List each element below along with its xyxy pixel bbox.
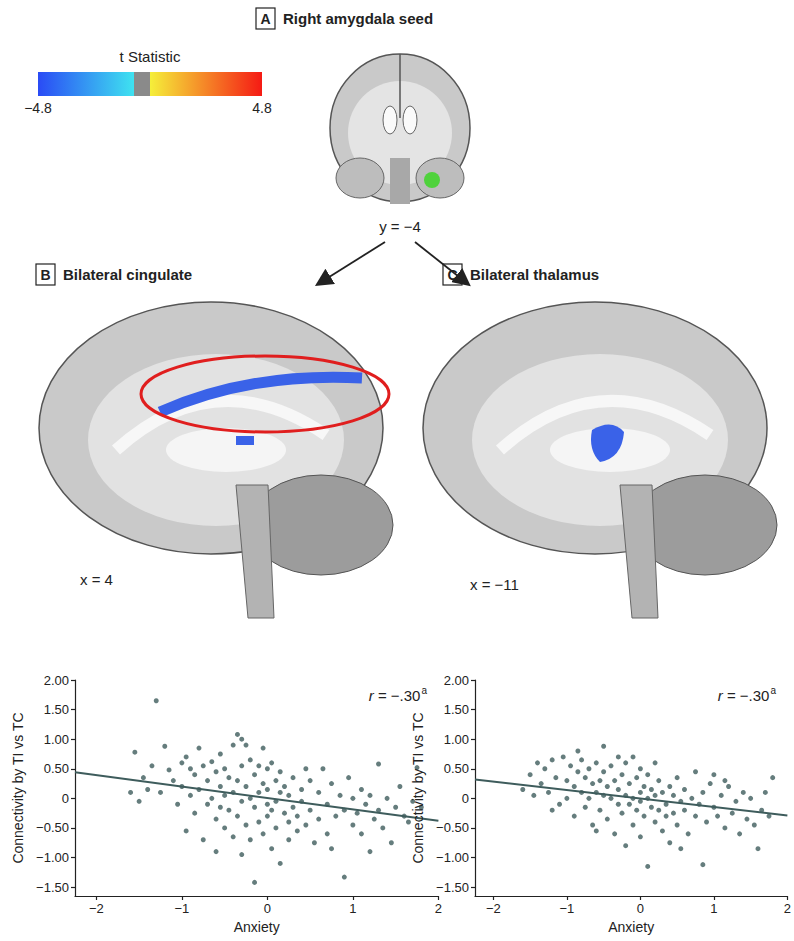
svg-text:−1: −1 bbox=[174, 901, 189, 916]
svg-text:−2: −2 bbox=[89, 901, 104, 916]
svg-text:1.00: 1.00 bbox=[44, 732, 69, 747]
svg-text:A: A bbox=[260, 11, 270, 27]
svg-text:−1.00: −1.00 bbox=[436, 850, 469, 865]
svg-text:Bilateral cingulate: Bilateral cingulate bbox=[63, 266, 192, 283]
svg-text:r: r bbox=[368, 687, 374, 704]
svg-text:−1.50: −1.50 bbox=[436, 880, 469, 895]
svg-text:= −.30: = −.30 bbox=[723, 687, 770, 704]
svg-text:1.50: 1.50 bbox=[44, 702, 69, 717]
svg-text:−1: −1 bbox=[559, 901, 574, 916]
svg-text:= −.30: = −.30 bbox=[374, 687, 421, 704]
svg-text:2: 2 bbox=[435, 901, 442, 916]
svg-text:0: 0 bbox=[62, 791, 69, 806]
svg-text:0: 0 bbox=[462, 791, 469, 806]
svg-text:Anxiety: Anxiety bbox=[608, 919, 654, 935]
svg-text:0: 0 bbox=[637, 901, 644, 916]
svg-text:t Statistic: t Statistic bbox=[120, 48, 181, 65]
svg-text:−1.00: −1.00 bbox=[36, 850, 69, 865]
svg-text:1: 1 bbox=[349, 901, 356, 916]
svg-text:2.00: 2.00 bbox=[44, 673, 69, 688]
svg-text:Anxiety: Anxiety bbox=[234, 919, 280, 935]
svg-text:1.50: 1.50 bbox=[444, 702, 469, 717]
svg-text:Connectivity by TI vs TC: Connectivity by TI vs TC bbox=[410, 712, 426, 863]
svg-text:0: 0 bbox=[264, 901, 271, 916]
svg-text:Bilateral thalamus: Bilateral thalamus bbox=[470, 266, 599, 283]
svg-text:4.8: 4.8 bbox=[252, 100, 272, 116]
svg-text:Right amygdala seed: Right amygdala seed bbox=[283, 10, 433, 27]
svg-text:−1.50: −1.50 bbox=[36, 880, 69, 895]
svg-text:−0.50: −0.50 bbox=[36, 820, 69, 835]
svg-text:1.00: 1.00 bbox=[444, 732, 469, 747]
svg-text:−4.8: −4.8 bbox=[24, 100, 52, 116]
svg-text:−0.50: −0.50 bbox=[436, 820, 469, 835]
svg-text:0.50: 0.50 bbox=[444, 761, 469, 776]
svg-text:2: 2 bbox=[784, 901, 791, 916]
svg-text:2.00: 2.00 bbox=[444, 673, 469, 688]
svg-text:x = −11: x = −11 bbox=[470, 576, 519, 593]
svg-text:C: C bbox=[447, 267, 458, 283]
svg-text:y = −4: y = −4 bbox=[379, 218, 421, 235]
svg-text:0.50: 0.50 bbox=[44, 761, 69, 776]
svg-text:1: 1 bbox=[710, 901, 717, 916]
svg-text:B: B bbox=[40, 267, 50, 283]
svg-text:a: a bbox=[770, 685, 776, 696]
svg-text:Connectivity by TI vs TC: Connectivity by TI vs TC bbox=[10, 712, 26, 863]
svg-text:x = 4: x = 4 bbox=[80, 571, 113, 588]
svg-text:a: a bbox=[421, 685, 427, 696]
svg-text:r: r bbox=[717, 687, 723, 704]
svg-text:−2: −2 bbox=[486, 901, 501, 916]
